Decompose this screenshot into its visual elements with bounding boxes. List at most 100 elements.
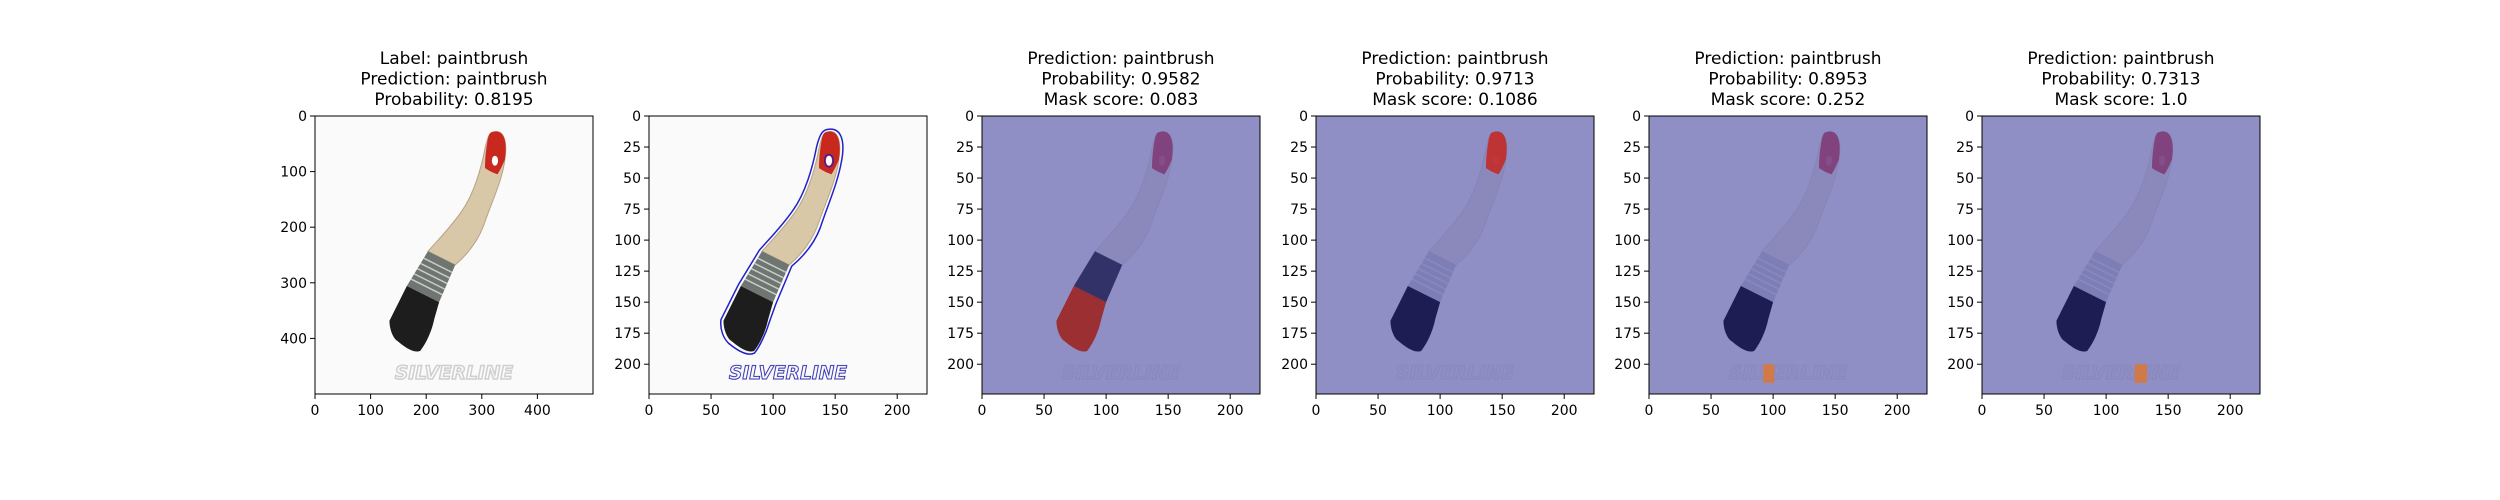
brush-hang-hole [491, 155, 499, 166]
panel-title-line: Probability: 0.8953 [1708, 70, 1867, 90]
mask-bristles [1723, 286, 1774, 352]
mask-tip [1152, 131, 1173, 175]
brush-image: SILVERLINE [389, 131, 514, 385]
x-tick-label: 150 [1489, 403, 1516, 419]
mask-overlay [1316, 116, 1594, 394]
x-tick-label: 200 [2217, 403, 2244, 419]
y-tick-label: 175 [614, 326, 641, 342]
panel-title-line: Prediction: paintbrush [1027, 49, 1214, 69]
mask-highlight-tip [1486, 131, 1507, 175]
watermark-text: SILVERLINE [395, 363, 513, 384]
mask-tip [1819, 131, 1840, 175]
panel-title-line: Label: paintbrush [380, 49, 529, 69]
axes-frame [314, 115, 594, 395]
y-tick-label: 0 [1299, 109, 1308, 125]
y-tick-label: 100 [280, 165, 307, 181]
x-tick-label: 300 [468, 403, 495, 419]
x-tick-label: 200 [1551, 403, 1578, 419]
y-tick-label: 50 [1290, 171, 1308, 187]
brush-image: SILVERLINE [1982, 116, 2260, 394]
panel-title-line: Probability: 0.9582 [1041, 70, 1200, 90]
axes-frame [981, 115, 1261, 395]
panel-title-line: Mask score: 0.083 [1044, 90, 1199, 110]
ferrule-ridge [747, 273, 780, 290]
mask-tip [2152, 131, 2173, 175]
x-tick-label: 0 [1978, 403, 1987, 419]
watermark-text: SILVERLINE [729, 363, 847, 384]
axes-frame [648, 115, 928, 395]
panel-image: SILVERLINE [315, 116, 593, 394]
brush-bristles [723, 286, 774, 352]
mask-overlay [1982, 116, 2260, 394]
panel-title-line: Mask score: 0.252 [1711, 90, 1866, 110]
ferrule-ridge [410, 278, 443, 296]
y-tick-label: 125 [614, 264, 641, 280]
x-tick-label: 100 [1093, 403, 1120, 419]
x-tick-label: 50 [1369, 403, 1387, 419]
saliency-contour [719, 128, 844, 355]
y-tick-label: 200 [614, 357, 641, 373]
y-tick-label: 200 [947, 357, 974, 373]
y-tick-label: 300 [280, 276, 307, 292]
brush-ferrule [740, 251, 790, 303]
x-tick-label: 50 [1035, 403, 1053, 419]
x-tick-label: 0 [978, 403, 987, 419]
y-tick-label: 200 [1281, 357, 1308, 373]
x-tick-label: 100 [1760, 403, 1787, 419]
y-tick-label: 0 [632, 109, 641, 125]
brush-tip [485, 131, 506, 175]
x-tick-label: 50 [702, 403, 720, 419]
x-tick-label: 100 [1427, 403, 1454, 419]
y-tick-label: 175 [1614, 326, 1641, 342]
y-tick-label: 0 [298, 109, 307, 125]
mask-overlay [1649, 116, 1927, 394]
y-tick-label: 50 [1956, 171, 1974, 187]
brush-tip [819, 131, 840, 175]
y-tick-label: 100 [1281, 233, 1308, 249]
mask-highlight-watermark-v [2134, 364, 2148, 383]
brush-bristles [389, 286, 440, 352]
brush-image: SILVERLINE [1649, 116, 1927, 394]
y-tick-label: 100 [614, 233, 641, 249]
panel-title-line: Prediction: paintbrush [2027, 49, 2214, 69]
y-tick-label: 25 [1290, 140, 1308, 156]
brush-hang-hole [825, 155, 833, 166]
x-tick-label: 0 [1645, 403, 1654, 419]
mask-bristles [1390, 286, 1441, 352]
mask-bristles [2056, 286, 2107, 352]
y-tick-label: 0 [965, 109, 974, 125]
y-tick-label: 125 [1281, 264, 1308, 280]
ferrule-ridge [420, 262, 450, 279]
panel-title-line: Mask score: 1.0 [2054, 90, 2187, 110]
panel-image: SILVERLINE [1649, 116, 1927, 394]
ferrule-ridge [754, 262, 784, 279]
y-tick-label: 175 [1947, 326, 1974, 342]
x-tick-label: 150 [822, 403, 849, 419]
y-tick-label: 75 [623, 202, 641, 218]
y-tick-label: 50 [623, 171, 641, 187]
x-tick-label: 400 [524, 403, 551, 419]
y-tick-label: 150 [1614, 295, 1641, 311]
y-tick-label: 50 [1623, 171, 1641, 187]
y-tick-label: 150 [1947, 295, 1974, 311]
y-tick-label: 25 [623, 140, 641, 156]
panel-title-line: Prediction: paintbrush [360, 70, 547, 90]
y-tick-label: 100 [1614, 233, 1641, 249]
y-tick-label: 100 [947, 233, 974, 249]
y-tick-label: 400 [280, 331, 307, 347]
ferrule-ridge [413, 273, 446, 290]
ferrule-ridge [417, 267, 448, 285]
axes-frame [1981, 115, 2261, 395]
axes-frame [1315, 115, 1595, 395]
contour-hole [823, 153, 834, 168]
x-tick-label: 100 [760, 403, 787, 419]
panel-title-line: Prediction: paintbrush [1694, 49, 1881, 69]
ferrule-ridge [751, 267, 782, 285]
y-tick-label: 25 [1956, 140, 1974, 156]
x-tick-label: 0 [645, 403, 654, 419]
